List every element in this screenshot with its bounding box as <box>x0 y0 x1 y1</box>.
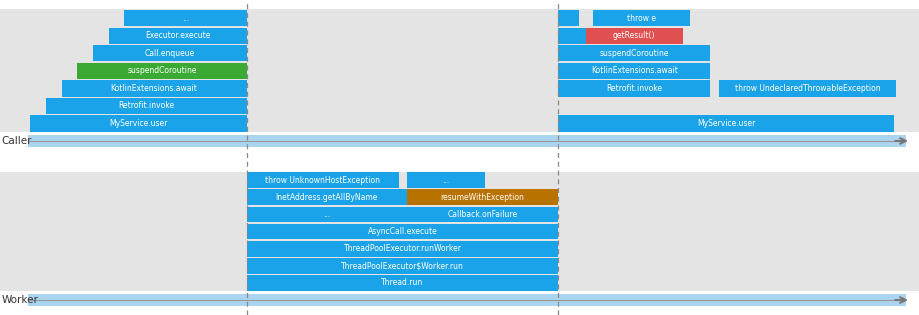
Text: ...: ... <box>182 14 188 23</box>
Text: ...: ... <box>323 210 330 219</box>
Text: ThreadPoolExecutor.runWorker: ThreadPoolExecutor.runWorker <box>343 244 461 253</box>
Text: MyService.user: MyService.user <box>109 119 167 128</box>
Text: Callback.onFailure: Callback.onFailure <box>447 210 517 219</box>
Bar <box>406 207 558 222</box>
Bar <box>406 189 558 205</box>
Bar <box>0 172 919 189</box>
Bar <box>0 274 919 291</box>
Bar <box>124 10 246 26</box>
Bar <box>0 115 919 132</box>
Bar <box>0 9 919 27</box>
Bar <box>108 28 246 44</box>
Bar <box>246 189 406 205</box>
Bar <box>246 224 558 239</box>
Text: resumeWithException: resumeWithException <box>440 193 524 202</box>
Bar <box>93 45 246 61</box>
Text: KotlinExtensions.await: KotlinExtensions.await <box>590 66 677 75</box>
Text: suspendCoroutine: suspendCoroutine <box>599 49 668 58</box>
Bar <box>28 135 905 147</box>
Bar <box>0 97 919 115</box>
Text: Executor.execute: Executor.execute <box>144 31 210 40</box>
Bar <box>558 28 585 44</box>
Bar <box>0 240 919 257</box>
Bar <box>593 10 689 26</box>
Bar <box>28 294 905 306</box>
Bar <box>246 241 558 256</box>
Bar <box>246 275 558 291</box>
Bar <box>719 80 895 97</box>
Bar <box>558 10 578 26</box>
Bar <box>558 45 709 61</box>
Bar <box>0 62 919 80</box>
Bar <box>0 189 919 206</box>
Text: AsyncCall.execute: AsyncCall.execute <box>368 227 437 236</box>
Bar <box>246 207 406 222</box>
Bar <box>30 115 246 132</box>
Bar <box>558 80 709 97</box>
Bar <box>558 115 893 132</box>
Bar <box>62 80 246 97</box>
Text: KotlinExtensions.await: KotlinExtensions.await <box>110 84 198 93</box>
Bar <box>77 63 246 79</box>
Text: Call.enqueue: Call.enqueue <box>144 49 195 58</box>
Bar <box>0 44 919 62</box>
Bar <box>585 28 682 44</box>
Bar <box>0 206 919 223</box>
Bar <box>0 80 919 97</box>
Text: Retrofit.invoke: Retrofit.invoke <box>606 84 662 93</box>
Text: Thread.run: Thread.run <box>381 278 423 287</box>
Text: throw e: throw e <box>627 14 655 23</box>
Text: Retrofit.invoke: Retrofit.invoke <box>118 101 175 111</box>
Text: InetAddress.getAllByName: InetAddress.getAllByName <box>275 193 378 202</box>
Text: ThreadPoolExecutor$Worker.run: ThreadPoolExecutor$Worker.run <box>341 261 463 270</box>
Bar <box>558 63 709 79</box>
Bar <box>0 27 919 44</box>
Bar <box>246 258 558 274</box>
Text: MyService.user: MyService.user <box>697 119 754 128</box>
Text: Worker: Worker <box>2 295 39 305</box>
Bar <box>0 257 919 274</box>
Bar <box>406 172 484 188</box>
Text: Caller: Caller <box>2 136 32 146</box>
Bar <box>246 172 399 188</box>
Text: getResult(): getResult() <box>612 31 655 40</box>
Text: suspendCoroutine: suspendCoroutine <box>127 66 197 75</box>
Bar <box>46 98 246 114</box>
Text: ...: ... <box>442 176 448 185</box>
Bar <box>0 223 919 240</box>
Text: throw UndeclaredThrowableException: throw UndeclaredThrowableException <box>734 84 879 93</box>
Text: throw UnknownHostException: throw UnknownHostException <box>266 176 380 185</box>
